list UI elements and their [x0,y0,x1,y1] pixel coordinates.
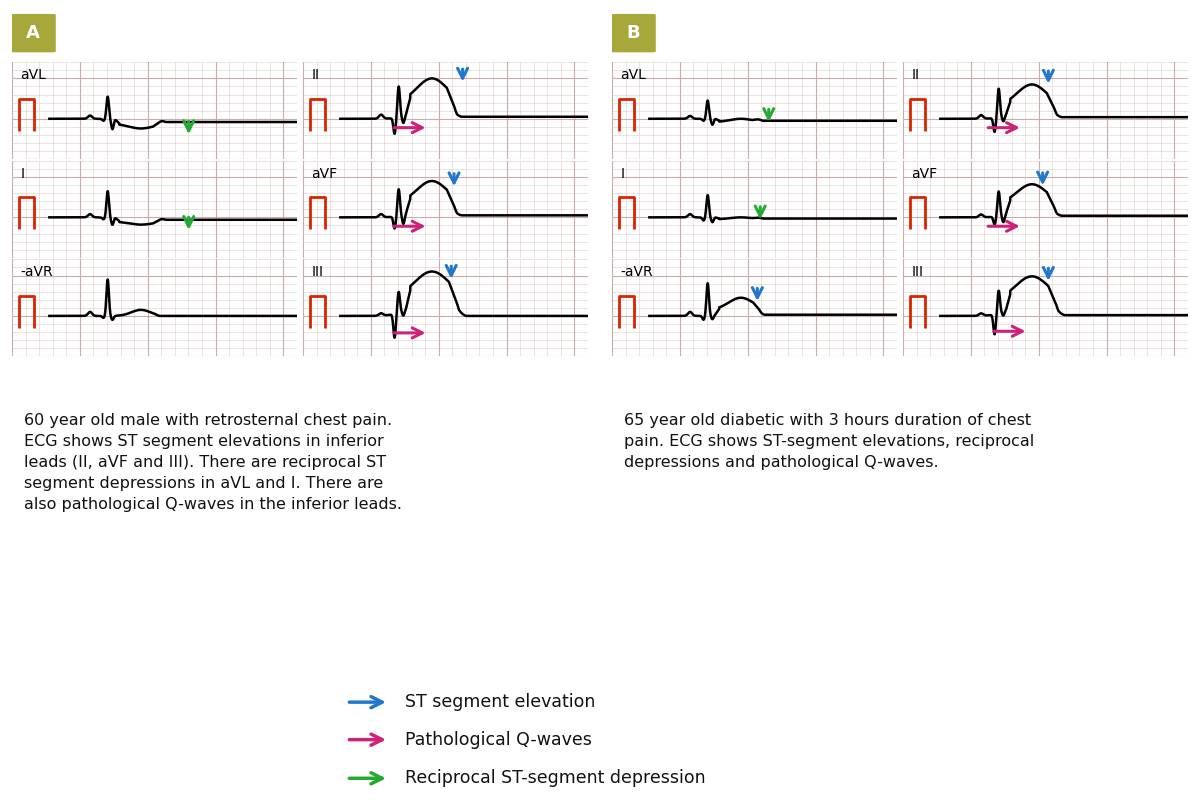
Text: III: III [911,265,923,280]
Text: B: B [626,24,640,42]
Text: Acute STE-ACS (STEMI) example 2: Acute STE-ACS (STEMI) example 2 [661,24,1007,42]
Text: 65 year old diabetic with 3 hours duration of chest
pain. ECG shows ST-segment e: 65 year old diabetic with 3 hours durati… [624,413,1033,470]
Text: -aVR: -aVR [20,265,53,280]
Text: A: A [26,24,41,42]
Text: 60 year old male with retrosternal chest pain.
ECG shows ST segment elevations i: 60 year old male with retrosternal chest… [24,413,402,512]
Text: ST segment elevation: ST segment elevation [404,693,595,711]
Text: I: I [620,166,624,181]
Text: aVF: aVF [311,166,337,181]
Text: Reciprocal ST-segment depression: Reciprocal ST-segment depression [404,769,706,787]
Text: Pathological Q-waves: Pathological Q-waves [404,730,592,749]
Text: aVL: aVL [620,68,646,82]
FancyBboxPatch shape [11,14,55,53]
Text: III: III [311,265,323,280]
FancyBboxPatch shape [611,14,655,53]
Text: I: I [20,166,24,181]
Text: aVL: aVL [20,68,46,82]
Text: Acute STE-ACS (STEMI) example 1: Acute STE-ACS (STEMI) example 1 [61,24,407,42]
Text: -aVR: -aVR [620,265,653,280]
Text: II: II [311,68,319,82]
Text: aVF: aVF [911,166,937,181]
Text: II: II [911,68,919,82]
